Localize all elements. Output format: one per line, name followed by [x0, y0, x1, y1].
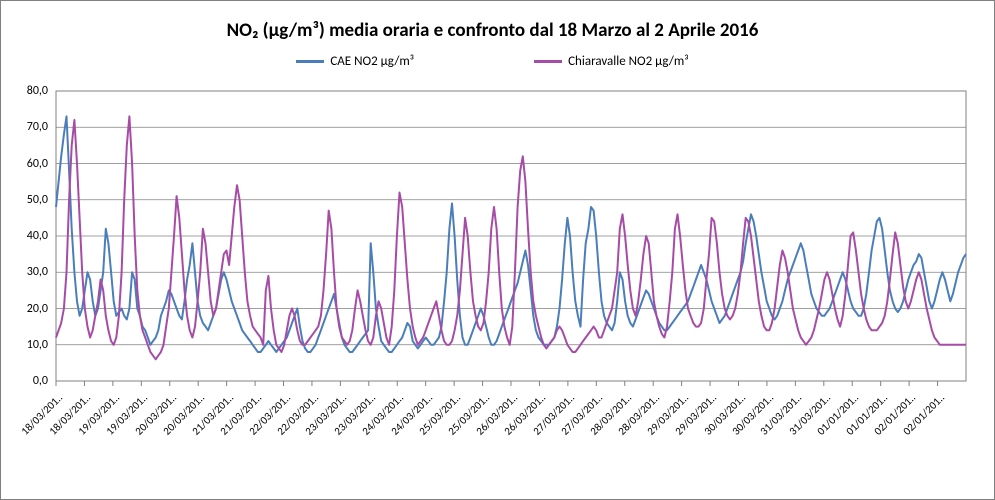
legend-swatch-cae — [296, 60, 324, 63]
x-axis: 18/03/201..18/03/201..19/03/201..19/03/2… — [56, 383, 966, 493]
legend-item-chiaravalle: Chiaravalle NO2 µg/m³ — [534, 54, 689, 69]
line-chart-svg — [56, 91, 966, 381]
legend-swatch-chiaravalle — [534, 60, 562, 63]
y-tick-label: 10,0 — [27, 338, 48, 352]
y-tick-label: 30,0 — [27, 265, 48, 279]
series-line — [56, 116, 966, 352]
y-tick-label: 80,0 — [27, 84, 48, 98]
y-tick-label: 20,0 — [27, 302, 48, 316]
legend: CAE NO2 µg/m³ Chiaravalle NO2 µg/m³ — [11, 54, 974, 69]
y-tick-label: 40,0 — [27, 229, 48, 243]
y-axis: 0,010,020,030,040,050,060,070,080,0 — [1, 91, 56, 381]
y-tick-label: 70,0 — [27, 120, 48, 134]
chart-container: NO₂ (µg/m³) media oraria e confronto dal… — [0, 0, 995, 500]
legend-item-cae: CAE NO2 µg/m³ — [296, 54, 414, 69]
y-tick-label: 0,0 — [33, 374, 48, 388]
chart-title: NO₂ (µg/m³) media oraria e confronto dal… — [11, 19, 974, 42]
series-line — [56, 116, 966, 359]
plot-area — [56, 91, 966, 381]
legend-label-chiaravalle: Chiaravalle NO2 µg/m³ — [568, 54, 689, 69]
y-tick-label: 50,0 — [27, 193, 48, 207]
legend-label-cae: CAE NO2 µg/m³ — [330, 54, 414, 69]
y-tick-label: 60,0 — [27, 157, 48, 171]
